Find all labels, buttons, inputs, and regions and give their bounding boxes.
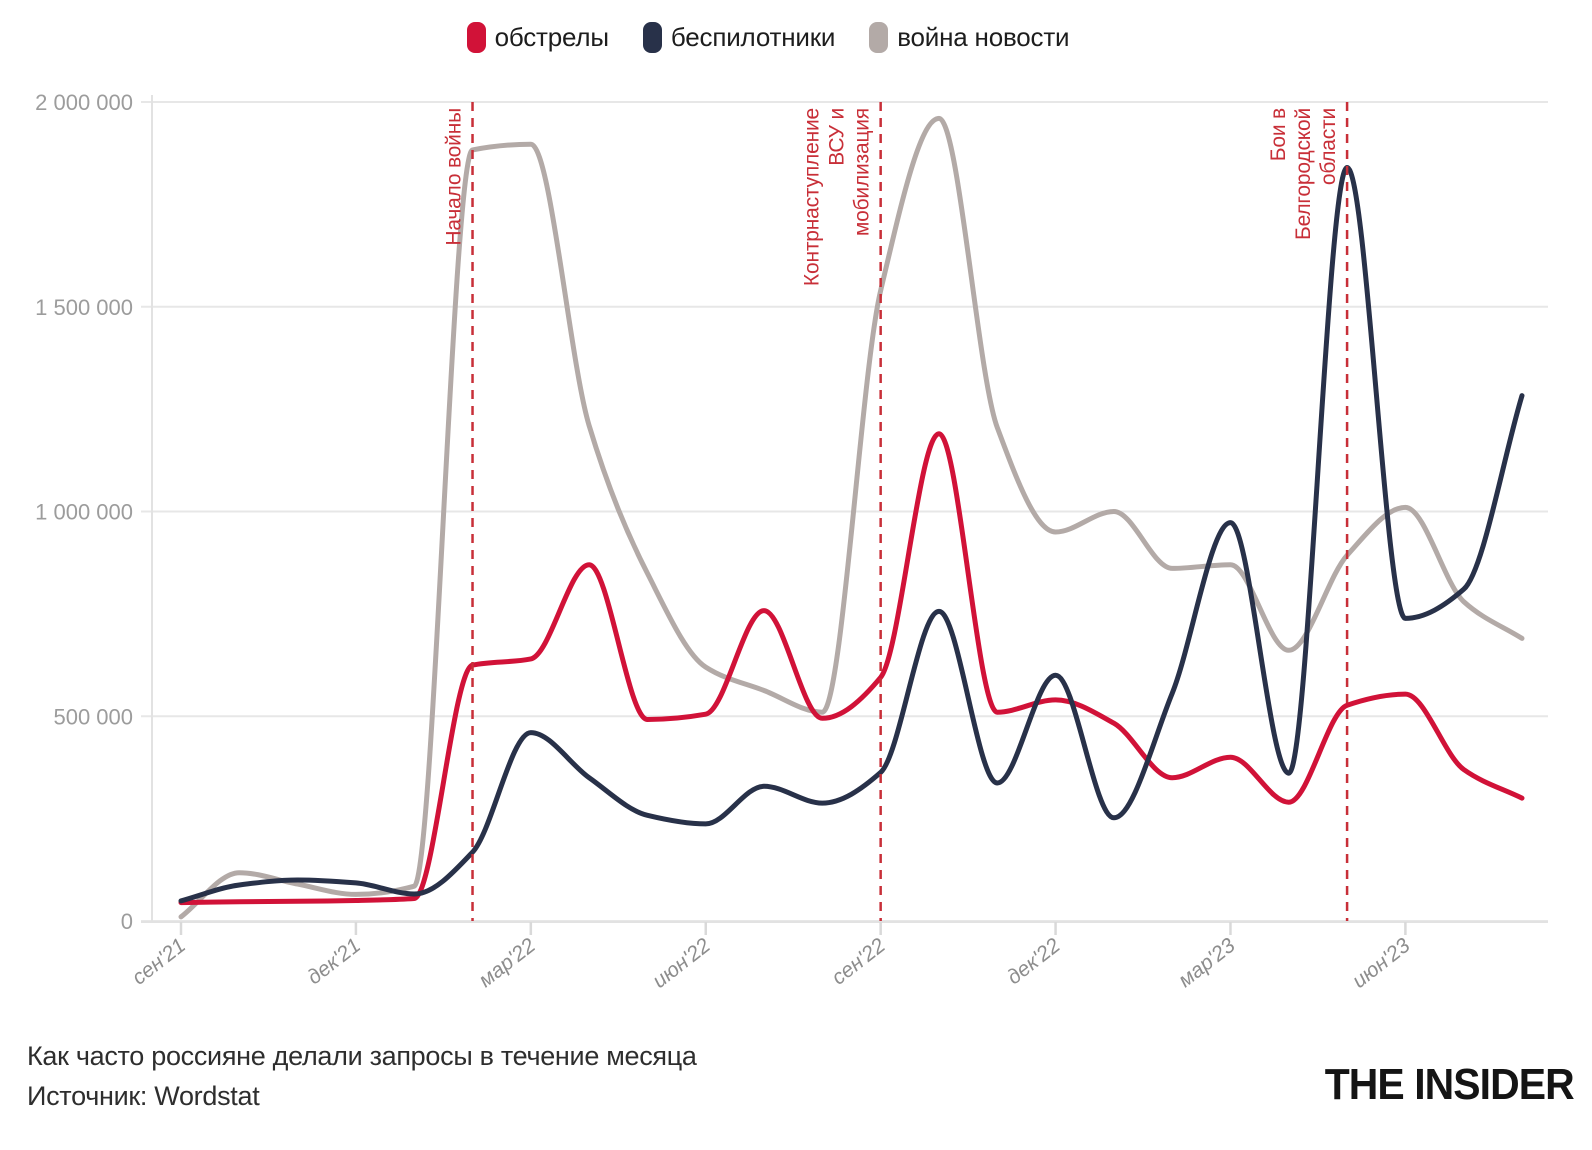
x-axis-label: дек'21	[303, 934, 365, 989]
event-label-1: Контрнаступление	[801, 108, 824, 286]
caption-source: Источник: Wordstat	[27, 1081, 260, 1111]
y-axis-label: 1 000 000	[35, 500, 133, 525]
legend-item-obstrely: обстрелы	[466, 22, 609, 53]
x-axis: сен'21 дек'21 мар'22 июн'22 сен'22 дек'22 мар'…	[128, 921, 1548, 993]
series-line-1	[178, 165, 1525, 904]
caption-title: Как часто россияне делали запросы в тече…	[27, 1041, 697, 1071]
x-axis-label: сен'21	[128, 934, 190, 990]
series-lines	[178, 115, 1525, 920]
event-annotations: Начало войны Контрнаступление ВСУ и мобилиз…	[443, 102, 1349, 921]
x-axis-label: мар'22	[474, 934, 540, 992]
legend-swatch-obstrely	[466, 22, 486, 53]
legend-item-bespilotniki: беспилотники	[642, 22, 836, 53]
x-axis-label: июн'23	[1348, 934, 1415, 993]
x-axis-label: мар'23	[1174, 934, 1240, 992]
event-label-0: Начало войны	[443, 108, 466, 246]
x-axis-label: июн'22	[648, 934, 715, 993]
legend-label-obstrely: обстрелы	[494, 22, 609, 52]
y-axis-labels: 0 500 000 1 000 000 1 500 000 2 000 000	[35, 90, 133, 934]
x-axis-label: сен'22	[827, 934, 890, 990]
event-label-1: мобилизация	[851, 108, 874, 236]
x-axis-label: дек'22	[1003, 934, 1065, 990]
legend-item-voyna-novosti: война новости	[869, 22, 1070, 53]
legend-swatch-voyna-novosti	[869, 22, 889, 53]
line-chart: 0 500 000 1 000 000 1 500 000 2 000 000 сен'…	[35, 90, 1548, 993]
legend-label-voyna-novosti: война новости	[897, 22, 1070, 52]
y-axis-label: 1 500 000	[35, 295, 133, 320]
legend-swatch-bespilotniki	[642, 22, 662, 53]
chart-legend: обстрелы беспилотники война новости	[0, 22, 1536, 53]
event-label-1: ВСУ и	[826, 108, 849, 166]
chart-caption: Как часто россияне делали запросы в тече…	[27, 1036, 697, 1116]
y-axis-label: 2 000 000	[35, 90, 133, 115]
event-label-2: Бои в	[1267, 108, 1290, 161]
y-axis-label: 0	[121, 909, 133, 934]
series-line-0	[178, 431, 1525, 906]
legend-label-bespilotniki: беспилотники	[670, 22, 836, 52]
event-label-2: области	[1317, 108, 1340, 185]
event-label-2: Белгородской	[1292, 108, 1315, 240]
insider-logo: THE INSIDER	[1325, 1060, 1575, 1109]
series-line-2	[178, 115, 1525, 920]
y-axis-label: 500 000	[53, 704, 133, 729]
